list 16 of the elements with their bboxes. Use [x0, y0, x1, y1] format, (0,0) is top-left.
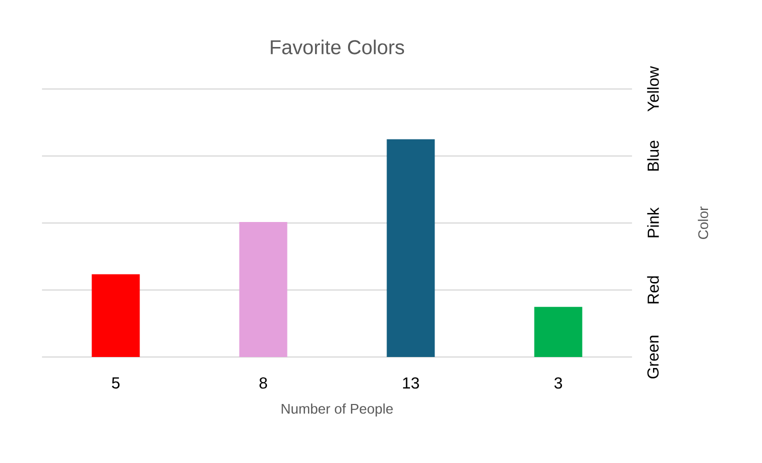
bar [534, 306, 582, 357]
text: Green [647, 336, 659, 378]
x-tick-label: 3 [554, 377, 562, 389]
text: Blue [647, 140, 659, 171]
bar [239, 222, 288, 357]
bar [92, 274, 140, 357]
x-tick-label: 13 [403, 377, 419, 389]
text: Red [647, 276, 659, 304]
text: Pink [647, 207, 659, 238]
y-axis-title: Color [698, 206, 708, 239]
chart-title: Favorite Colors [270, 40, 404, 54]
bar [386, 139, 435, 357]
x-tick-label: 5 [112, 377, 120, 389]
x-axis-title: Number of People [282, 403, 393, 417]
x-tick-label: 8 [260, 377, 268, 389]
text: Yellow [647, 66, 659, 112]
